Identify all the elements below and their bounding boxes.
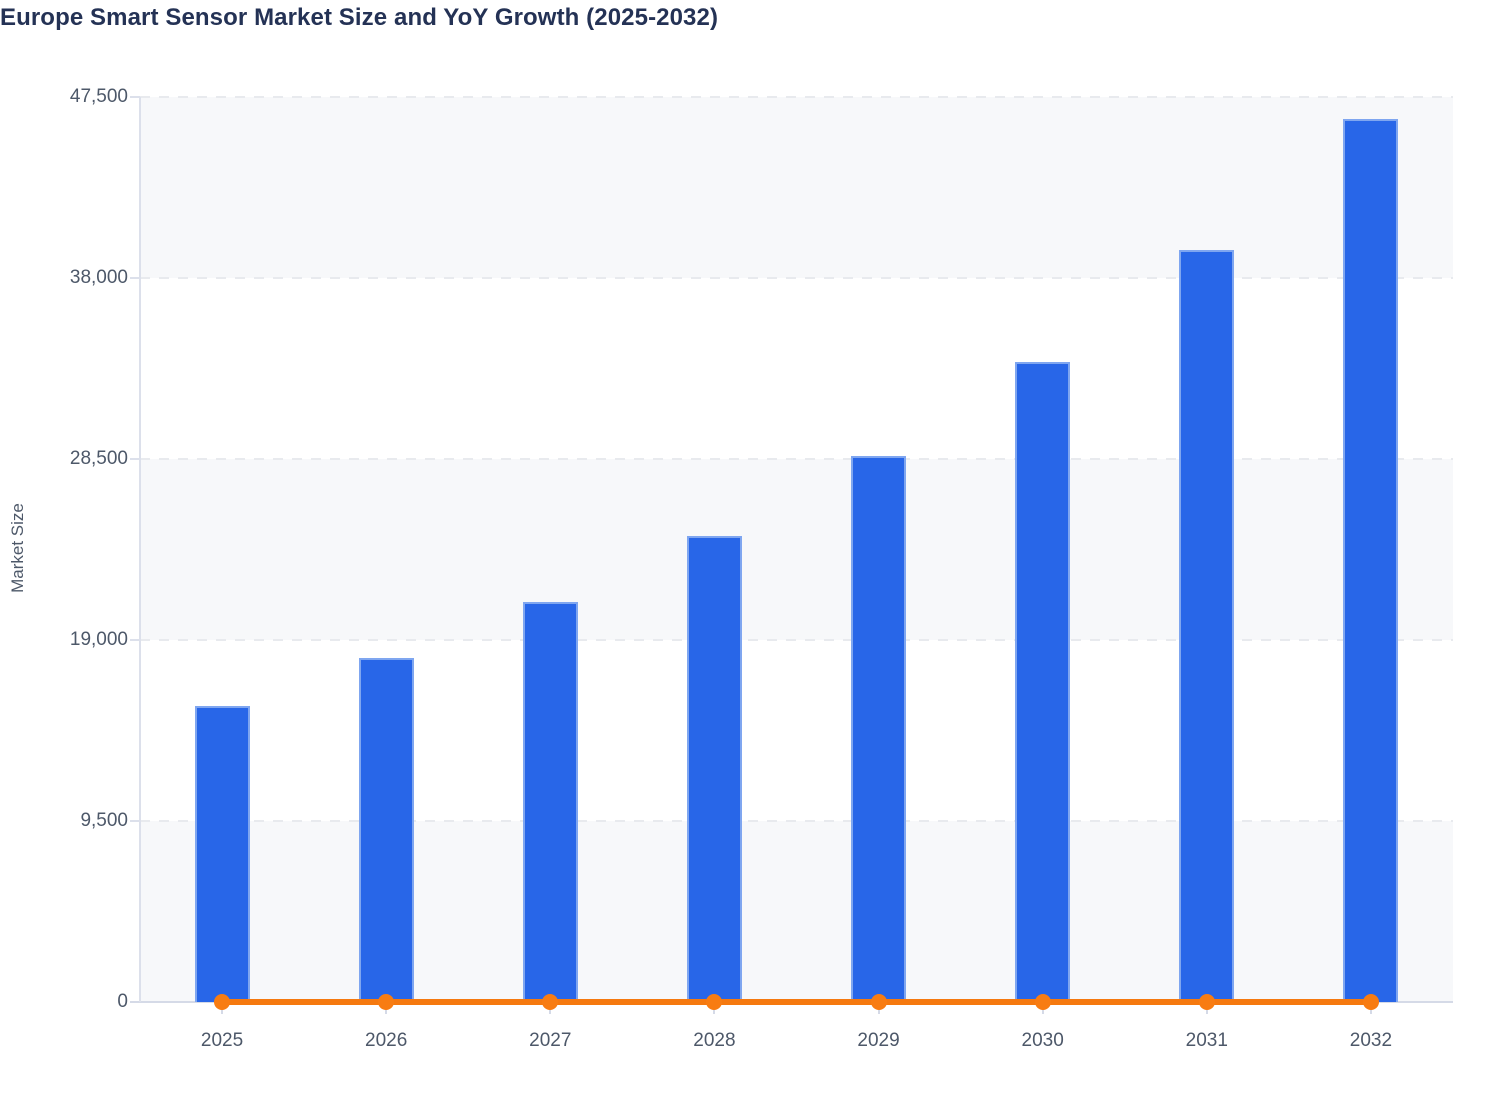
market-size-bar-2025[interactable] bbox=[194, 705, 250, 1002]
y-tick-label: 19,000 bbox=[69, 629, 128, 650]
market-size-bar-2031[interactable] bbox=[1179, 250, 1235, 1002]
market-size-bar-2032[interactable] bbox=[1343, 118, 1399, 1002]
market-size-bar-2029[interactable] bbox=[851, 456, 907, 1002]
grid-band bbox=[140, 821, 1453, 1002]
x-tick-label: 2030 bbox=[1021, 1030, 1064, 1051]
gridline bbox=[140, 96, 1453, 98]
y-tick-label: 38,000 bbox=[69, 267, 128, 288]
y-tick bbox=[130, 96, 140, 98]
gridline bbox=[140, 458, 1453, 460]
y-tick-label: 9,500 bbox=[80, 810, 128, 831]
yoy-growth-marker-2030[interactable] bbox=[1034, 994, 1051, 1010]
market-size-bar-2027[interactable] bbox=[522, 601, 578, 1002]
x-tick-label: 2025 bbox=[200, 1030, 244, 1051]
x-tick-label: 2029 bbox=[857, 1030, 900, 1051]
x-tick-label: 2027 bbox=[529, 1030, 572, 1051]
x-tick-label: 2032 bbox=[1349, 1030, 1393, 1051]
market-size-bar-2026[interactable] bbox=[358, 658, 414, 1002]
yoy-growth-marker-2026[interactable] bbox=[378, 994, 395, 1010]
yoy-growth-marker-2025[interactable] bbox=[214, 994, 231, 1010]
gridline bbox=[140, 820, 1453, 822]
grid-band bbox=[140, 97, 1453, 278]
yoy-growth-marker-2032[interactable] bbox=[1362, 994, 1379, 1010]
market-size-bar-2028[interactable] bbox=[686, 536, 742, 1002]
page-title: Europe Smart Sensor Market Size and YoY … bbox=[0, 4, 719, 31]
y-tick bbox=[130, 458, 140, 460]
y-tick-label: 0 bbox=[117, 991, 128, 1012]
y-tick-label: 28,500 bbox=[69, 448, 128, 469]
y-tick bbox=[130, 277, 140, 279]
yoy-growth-marker-2029[interactable] bbox=[870, 994, 887, 1010]
yoy-growth-line[interactable] bbox=[222, 999, 1371, 1005]
y-tick bbox=[130, 820, 140, 822]
gridline bbox=[140, 277, 1453, 279]
yoy-growth-marker-2027[interactable] bbox=[542, 994, 559, 1010]
yoy-growth-marker-2028[interactable] bbox=[706, 994, 723, 1010]
x-tick-label: 2026 bbox=[365, 1030, 408, 1051]
x-tick-label: 2031 bbox=[1185, 1030, 1228, 1051]
y-tick-label: 47,500 bbox=[69, 86, 128, 107]
grid-band bbox=[140, 459, 1453, 640]
x-tick-label: 2028 bbox=[693, 1030, 736, 1051]
gridline bbox=[140, 639, 1453, 641]
market-size-bar-2030[interactable] bbox=[1015, 361, 1071, 1002]
yoy-growth-marker-2031[interactable] bbox=[1198, 994, 1215, 1010]
y-tick bbox=[130, 639, 140, 641]
y-axis-line bbox=[139, 97, 141, 1002]
